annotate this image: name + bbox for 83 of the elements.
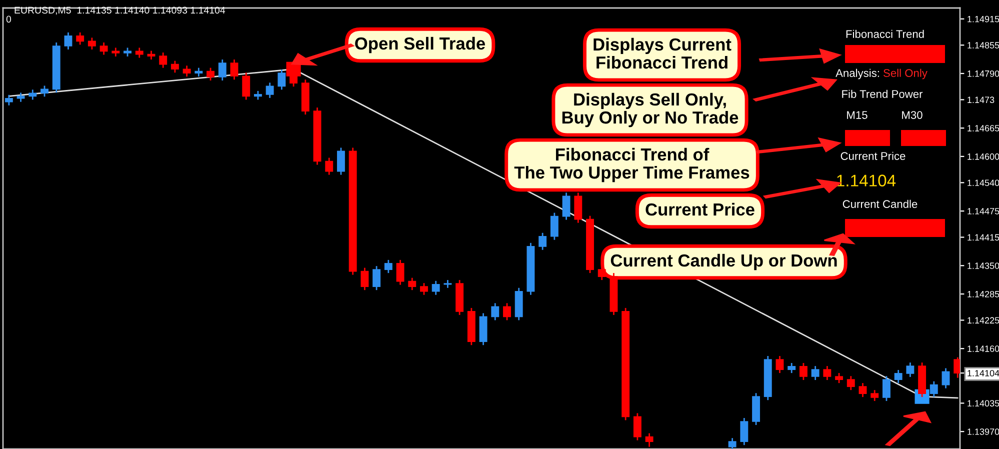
- y-tick-label: 1.14475: [968, 208, 999, 214]
- candlestick: [503, 302, 511, 321]
- candlestick: [336, 147, 345, 176]
- annotation: Current Price: [840, 152, 906, 160]
- annotation: Fibonacci Trend: [846, 30, 924, 38]
- candlestick: [930, 380, 938, 398]
- candlestick: [420, 282, 428, 296]
- y-tick-label: 1.14415: [968, 234, 999, 241]
- y-tick-label: 1.14350: [968, 262, 999, 269]
- candlestick: [278, 68, 286, 90]
- candlestick: [40, 85, 48, 98]
- candlestick: [88, 36, 96, 50]
- annotation: M15: [847, 111, 868, 119]
- y-tick-label: 1.14790: [968, 70, 999, 77]
- candlestick: [740, 417, 748, 446]
- candlestick: [562, 192, 570, 220]
- y-tick-label: 1.14540: [968, 180, 999, 186]
- annotation: Current Price: [646, 202, 754, 216]
- candlestick: [870, 389, 879, 402]
- candlestick: [170, 60, 179, 74]
- annotation: 0: [6, 16, 12, 23]
- y-tick-label: 1.14915: [968, 16, 999, 22]
- y-tick-label: 1.1473: [968, 96, 994, 104]
- candlestick: [491, 302, 500, 321]
- candlestick: [218, 58, 226, 82]
- candlestick: [135, 47, 144, 58]
- candlestick: [64, 32, 72, 50]
- candlestick: [266, 82, 274, 99]
- annotation: EURUSD,M5 1.14135 1.14140 1.14093 1.14104: [14, 6, 226, 15]
- y-tick-label: 1.14285: [968, 290, 999, 298]
- candlestick: [799, 362, 808, 381]
- candlestick: [823, 365, 832, 381]
- candlestick: [182, 64, 191, 78]
- y-tick-label: 1.13970: [968, 428, 999, 435]
- candlestick: [432, 280, 440, 296]
- annotation: Fib Trend Power: [842, 90, 923, 98]
- annotation: 1.14104: [837, 174, 896, 186]
- candlestick: [811, 365, 820, 381]
- y-tick-label: 1.14225: [968, 317, 999, 324]
- candlestick: [835, 372, 844, 384]
- y-tick-label: 1.14665: [968, 125, 999, 132]
- candlestick: [206, 67, 215, 82]
- candlestick: [894, 369, 902, 384]
- candlestick: [16, 92, 25, 103]
- annotation: M30: [902, 111, 922, 119]
- candlestick: [100, 42, 108, 56]
- candlestick: [28, 88, 37, 100]
- annotation: Open Sell Trade: [355, 36, 486, 54]
- candlestick: [728, 437, 736, 449]
- annotation: Analysis:: [836, 68, 879, 80]
- candlestick: [538, 232, 547, 251]
- annotation: Fibonacci Trend of The Two Upper Time Frames: [514, 148, 750, 182]
- candlestick: [858, 382, 867, 398]
- y-tick-label: 1.14104: [968, 370, 999, 376]
- candlestick: [906, 362, 914, 378]
- annotation: Displays Current Fibonacci Trend: [594, 38, 732, 69]
- y-tick-label: 1.14855: [968, 42, 999, 48]
- annotation: Current Candle: [842, 200, 918, 208]
- candlestick: [846, 375, 855, 391]
- candlestick: [408, 277, 416, 291]
- candlestick: [942, 368, 950, 390]
- annotation: Sell Only: [884, 68, 928, 80]
- candlestick: [384, 259, 392, 274]
- y-tick-label: 1.14160: [968, 346, 999, 352]
- annotation: Current Candle Up or Down: [610, 254, 837, 270]
- y-tick-label: 1.14035: [968, 400, 999, 407]
- candlestick: [76, 32, 84, 46]
- y-tick-label: 1.14600: [968, 153, 999, 160]
- candlestick: [4, 94, 13, 106]
- candlestick: [633, 412, 642, 441]
- candlestick: [372, 265, 381, 291]
- candlestick: [396, 259, 404, 286]
- annotation: Displays Sell Only, Buy Only or No Trade: [562, 92, 738, 128]
- candlestick: [776, 355, 784, 374]
- candlestick: [242, 72, 250, 100]
- candlestick: [230, 58, 238, 80]
- candlestick: [882, 375, 890, 402]
- candlestick: [645, 432, 654, 448]
- candlestick: [788, 362, 796, 374]
- candlestick: [325, 157, 334, 176]
- candlestick: [550, 212, 558, 241]
- candlestick: [159, 52, 168, 69]
- candlestick: [360, 267, 369, 291]
